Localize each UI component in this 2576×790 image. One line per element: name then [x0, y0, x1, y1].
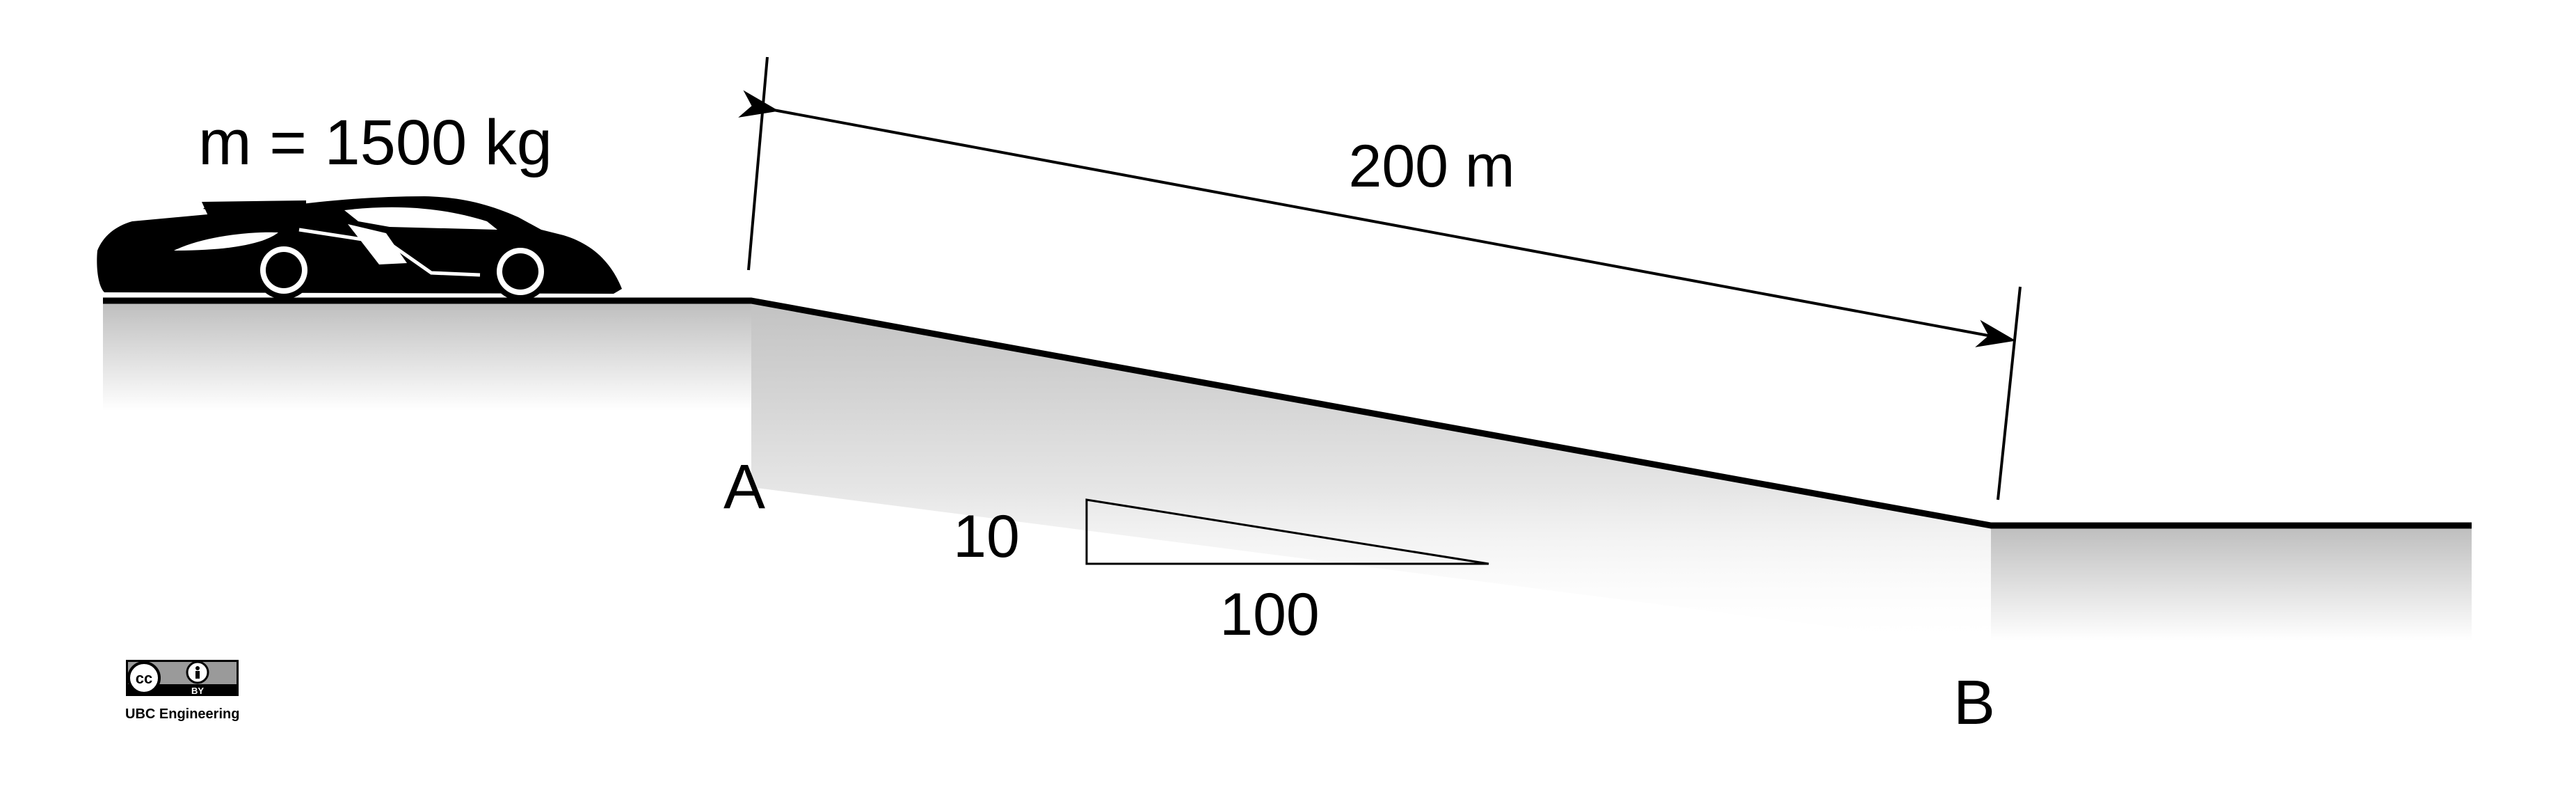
cc-icon [127, 661, 161, 695]
extension-line-a [747, 56, 769, 271]
point-a-label: A [723, 452, 765, 522]
ground-profile [103, 297, 2472, 529]
slope-run-label: 100 [1219, 581, 1320, 648]
svg-text:cc: cc [136, 670, 152, 687]
by-label: BY [191, 686, 204, 696]
cc-by-license-badge: cc BY UBC Engineering [125, 660, 239, 722]
slope-rise-label: 10 [953, 503, 1020, 570]
credit-label: UBC Engineering [125, 706, 239, 722]
mass-label: m = 1500 kg [198, 107, 552, 178]
slope-triangle: 10 100 [953, 498, 1489, 648]
point-b-label: B [1953, 668, 1995, 738]
distance-dimension-arrow [738, 90, 2016, 347]
distance-label: 200 m [1348, 133, 1514, 200]
car-icon [97, 196, 623, 301]
ground-shading [103, 301, 2472, 647]
extension-line-b [1997, 286, 2022, 500]
